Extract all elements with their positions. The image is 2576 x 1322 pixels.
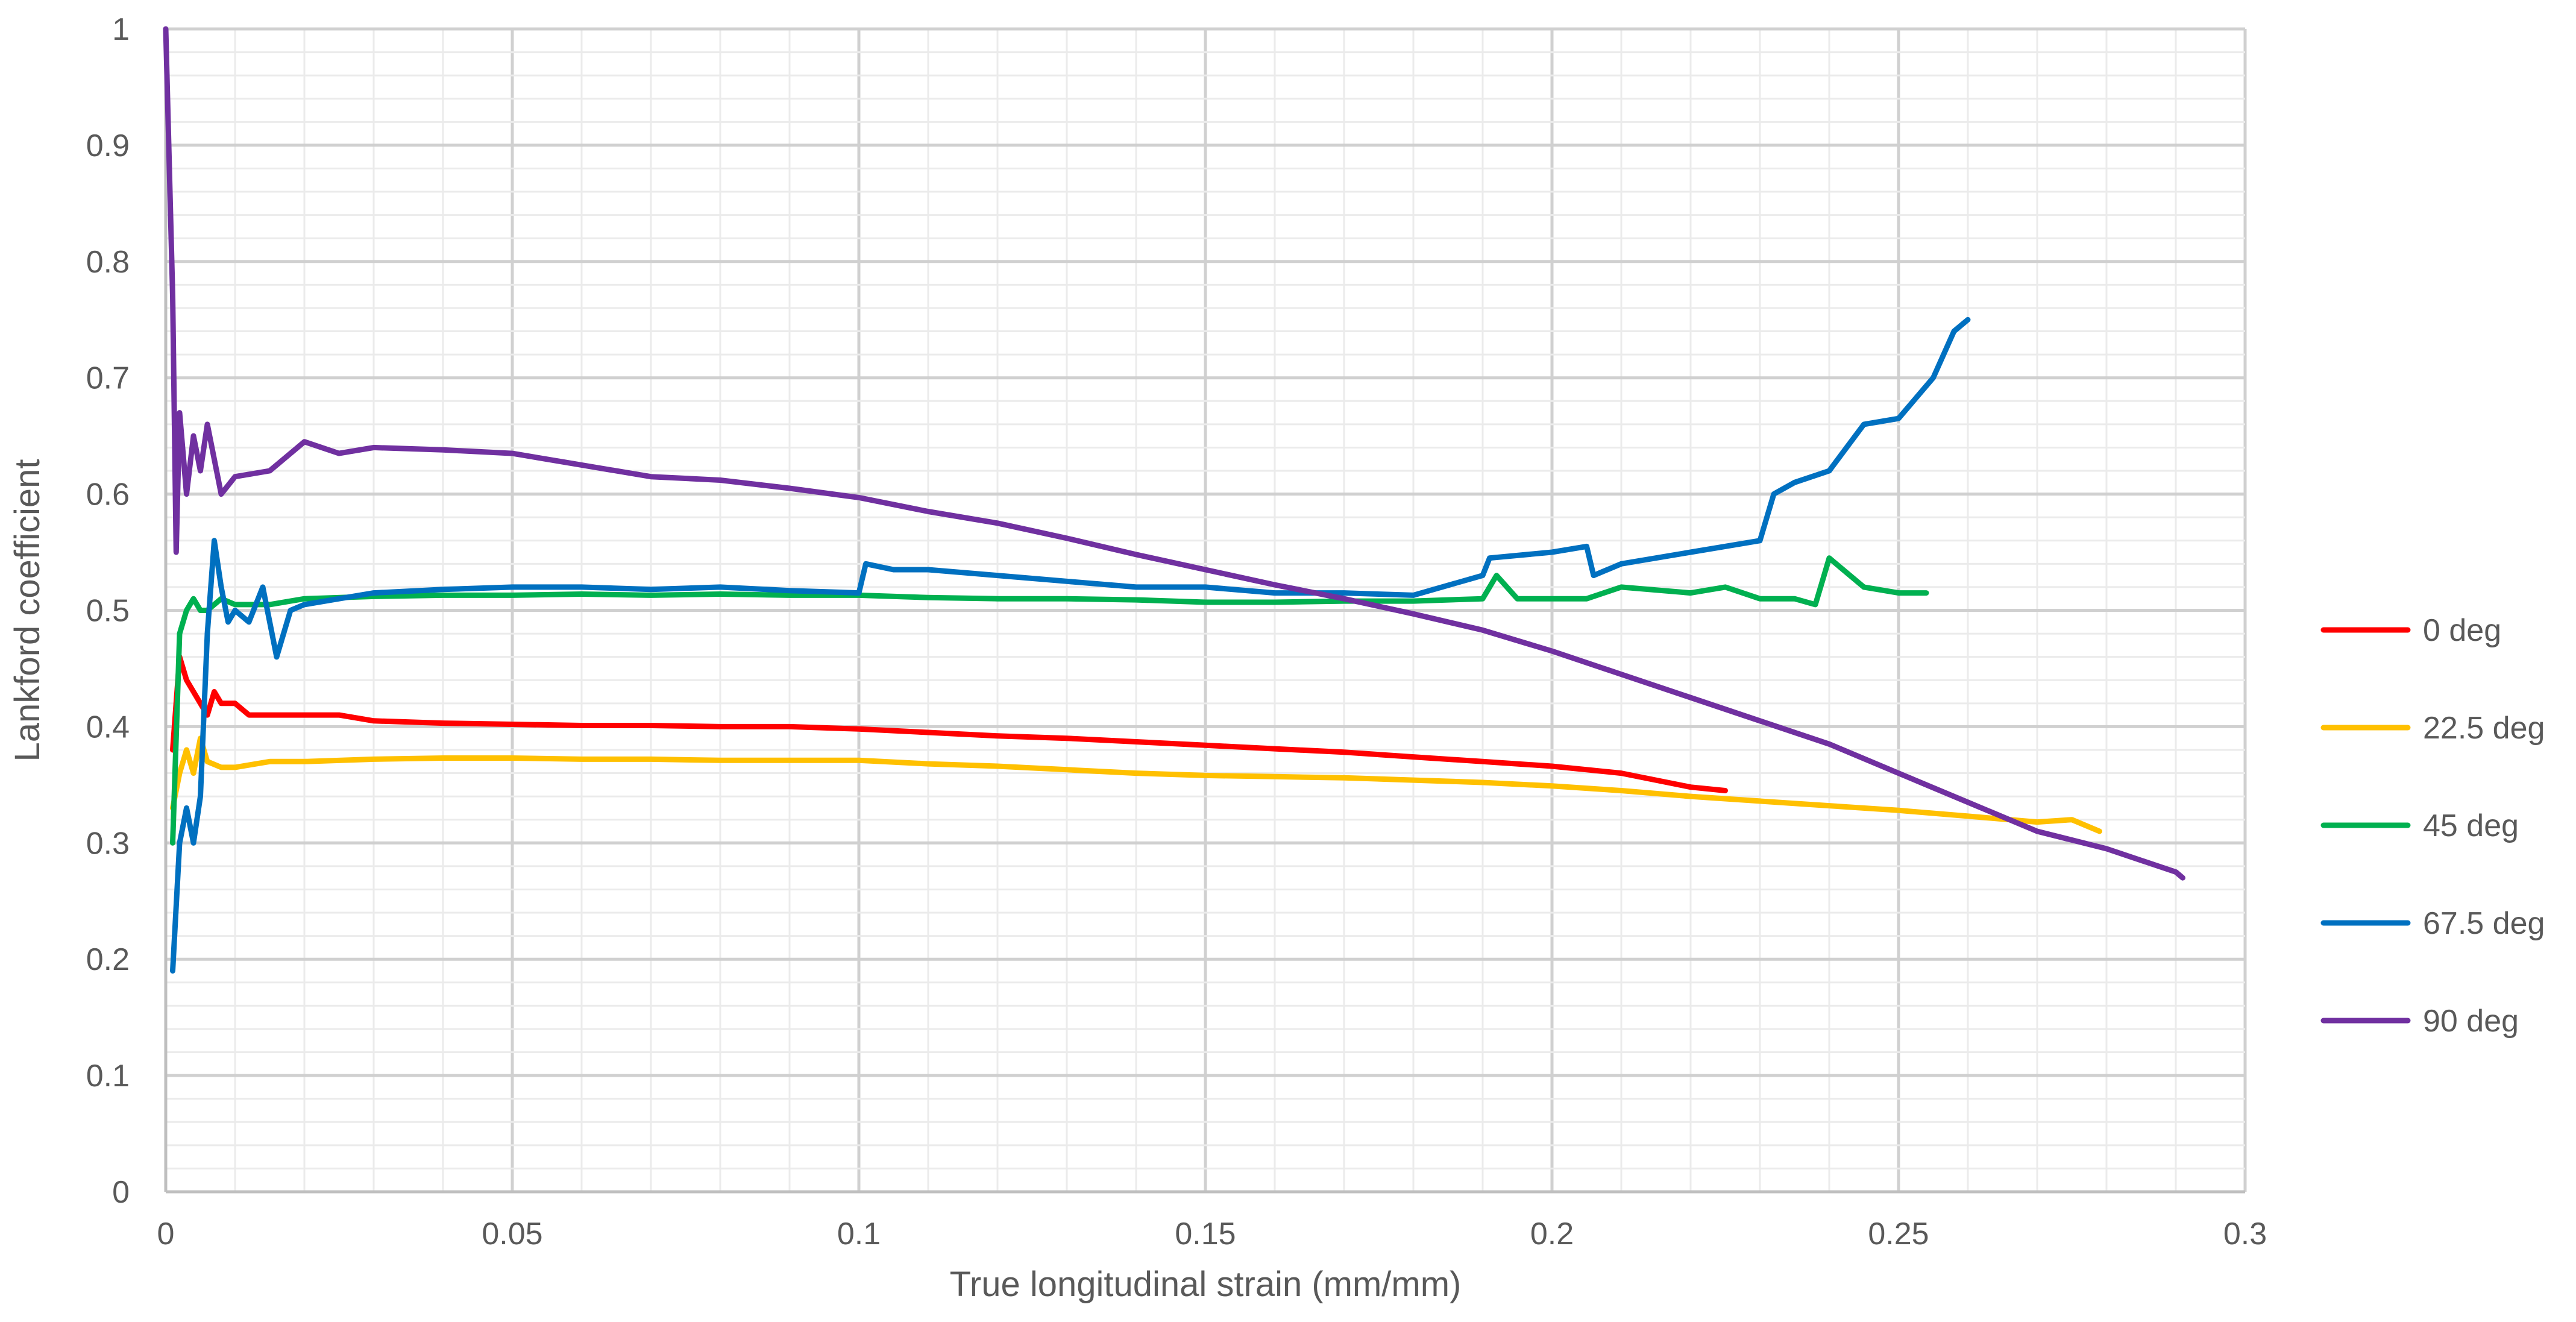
legend-label-0-deg: 0 deg: [2423, 613, 2501, 648]
x-tick-label: 0.15: [1175, 1217, 1236, 1251]
series-group: [163, 26, 2185, 974]
y-tick-label: 0.7: [86, 361, 130, 396]
series-line-22-5-deg: [170, 735, 2102, 834]
y-tick-label: 0.3: [86, 826, 130, 861]
y-axis-title: Lankford coefficient: [8, 459, 47, 762]
y-tick-label: 0.1: [86, 1059, 130, 1094]
y-tick-label: 0.4: [86, 710, 130, 744]
series-line-90-deg: [163, 26, 2185, 881]
y-tick-label: 1: [112, 12, 130, 47]
legend-label-22-5-deg: 22.5 deg: [2423, 711, 2545, 746]
x-axis-title: True longitudinal strain (mm/mm): [950, 1265, 1462, 1304]
series-line-45-deg: [170, 555, 1929, 846]
x-tick-label: 0.05: [482, 1217, 542, 1251]
legend: 0 deg 22.5 deg 45 deg 67.5 deg 90 deg: [2320, 613, 2545, 1039]
series-line-67-5-deg: [170, 316, 1971, 974]
x-tick-label: 0.25: [1868, 1217, 1929, 1251]
legend-label-45-deg: 45 deg: [2423, 808, 2519, 843]
grid: [164, 27, 2247, 1194]
y-tick-label: 0.9: [86, 128, 130, 163]
tick-labels: 0 0.05 0.1 0.15 0.2 0.25 0.3 0 0.1 0.2 0.3 0.4 0.5 0.…: [86, 12, 2267, 1251]
legend-label-67-5-deg: 67.5 deg: [2423, 906, 2545, 941]
x-tick-label: 0.2: [1530, 1217, 1574, 1251]
legend-label-90-deg: 90 deg: [2423, 1004, 2519, 1039]
y-tick-label: 0.5: [86, 594, 130, 629]
x-tick-label: 0.1: [837, 1217, 881, 1251]
axes: [164, 29, 2245, 1194]
series-line-0-deg: [170, 654, 1728, 793]
x-tick-label: 0: [157, 1217, 175, 1251]
x-tick-label: 0.3: [2223, 1217, 2267, 1251]
y-tick-label: 0.6: [86, 477, 130, 512]
y-tick-label: 0.2: [86, 942, 130, 977]
y-tick-label: 0.8: [86, 245, 130, 280]
y-tick-label: 0: [112, 1175, 130, 1210]
